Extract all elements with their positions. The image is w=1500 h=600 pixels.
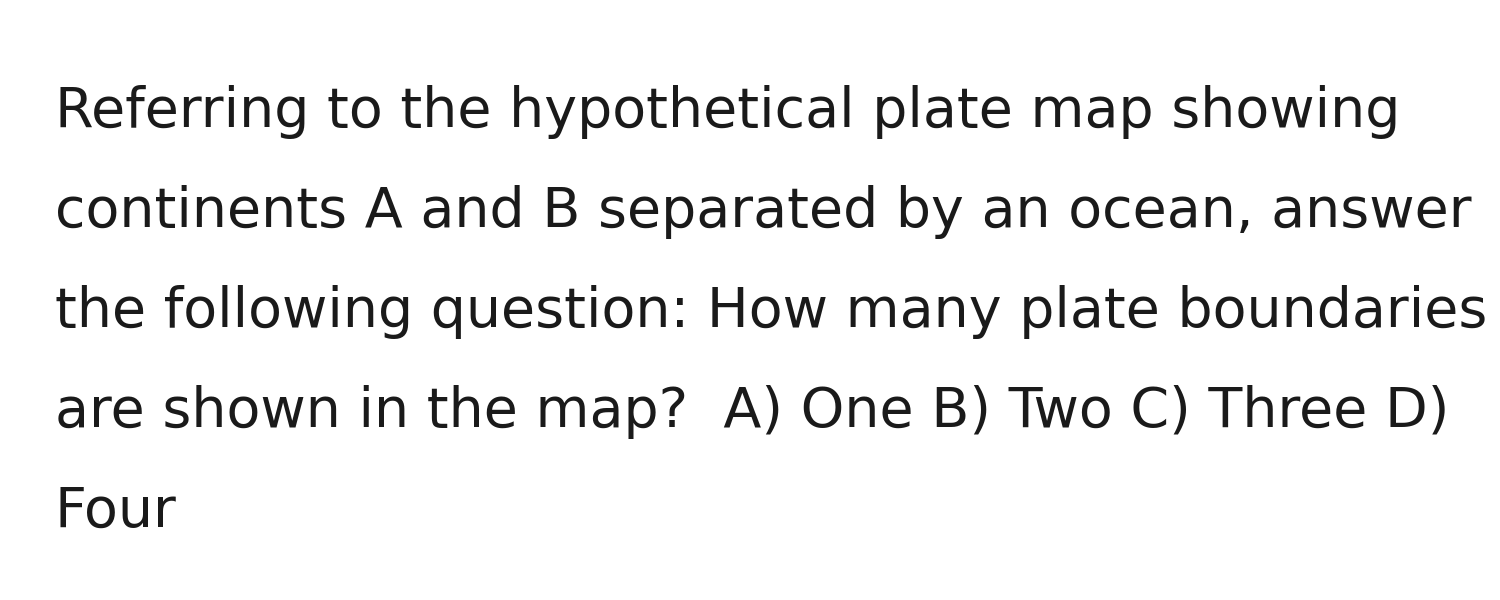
Text: are shown in the map?  A) One B) Two C) Three D): are shown in the map? A) One B) Two C) T… (56, 385, 1449, 439)
Text: the following question: How many plate boundaries: the following question: How many plate b… (56, 285, 1488, 339)
Text: continents A and B separated by an ocean, answer: continents A and B separated by an ocean… (56, 185, 1472, 239)
Text: Four: Four (56, 485, 177, 539)
Text: Referring to the hypothetical plate map showing: Referring to the hypothetical plate map … (56, 85, 1401, 139)
